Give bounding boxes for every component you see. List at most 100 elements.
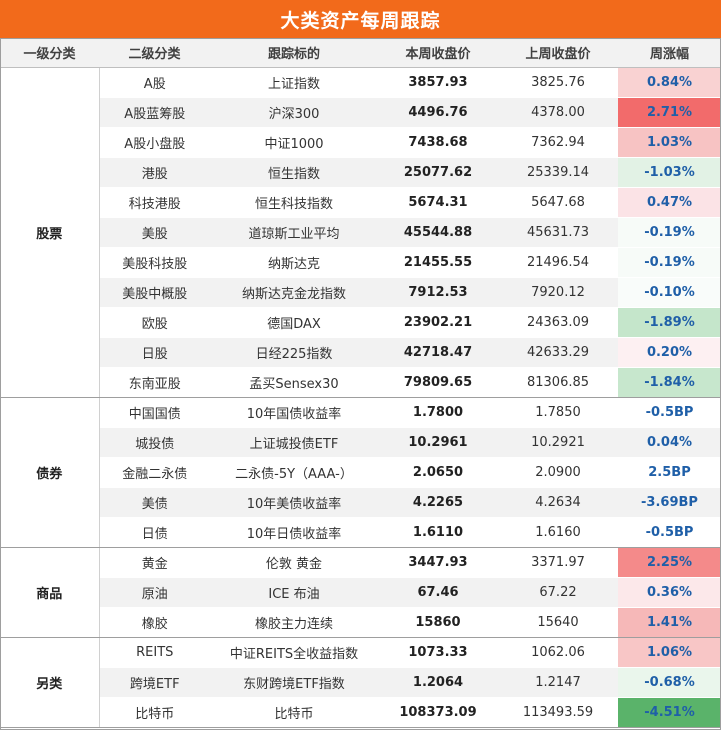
table-row: 债券 中国国债 10年国债收益率 1.7800 1.7850 -0.5BP (0, 397, 721, 548)
sub-category-cell: A股小盘股 (99, 127, 210, 158)
last-week-close-cell: 24363.09 (498, 307, 618, 338)
last-week-close-cell: 7362.94 (498, 127, 618, 158)
table-row: 股票 A股 上证指数 3857.93 3825.76 0.84% (0, 67, 721, 398)
table-row: 欧股 德国DAX 23902.21 24363.09 -1.89% (0, 307, 721, 338)
tracking-target-cell: 10年美债收益率 (210, 487, 378, 518)
sub-category-cell: 跨境ETF (99, 667, 210, 698)
weekly-change-cell: 2.71% (618, 97, 721, 128)
this-week-close-cell: 4496.76 (378, 97, 498, 128)
table-row: 另类 REITS 中证REITS全收益指数 1073.33 1062.06 1.06% (0, 637, 721, 728)
last-week-close-cell: 1062.06 (498, 637, 618, 668)
this-week-close-cell: 3447.93 (378, 547, 498, 578)
tracking-target-cell: 东财跨境ETF指数 (210, 667, 378, 698)
this-week-close-cell: 2.0650 (378, 457, 498, 488)
table-row: 美股科技股 纳斯达克 21455.55 21496.54 -0.19% (0, 247, 721, 278)
this-week-close-cell: 1.7800 (378, 397, 498, 428)
last-week-close-cell: 4.2634 (498, 487, 618, 518)
last-week-close-cell: 45631.73 (498, 217, 618, 248)
table-row: 橡胶 橡胶主力连续 15860 15640 1.41% (0, 607, 721, 638)
last-week-close-cell: 2.0900 (498, 457, 618, 488)
tracking-target-cell: 上证指数 (210, 67, 378, 98)
table-body: 股票 A股 上证指数 3857.93 3825.76 0.84% A股蓝筹股 沪深300 449… (0, 67, 721, 728)
this-week-close-cell: 5674.31 (378, 187, 498, 218)
this-week-close-cell: 21455.55 (378, 247, 498, 278)
last-week-close-cell: 4378.00 (498, 97, 618, 128)
this-week-close-cell: 1.2064 (378, 667, 498, 698)
this-week-close-cell: 108373.09 (378, 697, 498, 728)
tracking-target-cell: 恒生指数 (210, 157, 378, 188)
weekly-change-cell: -0.10% (618, 277, 721, 308)
this-week-close-cell: 79809.65 (378, 367, 498, 398)
weekly-change-cell: 0.36% (618, 577, 721, 608)
weekly-change-cell: 1.03% (618, 127, 721, 158)
last-week-close-cell: 25339.14 (498, 157, 618, 188)
tracking-target-cell: 中证1000 (210, 127, 378, 158)
weekly-change-cell: -0.68% (618, 667, 721, 698)
table-row: 美股 道琼斯工业平均 45544.88 45631.73 -0.19% (0, 217, 721, 248)
table-row: A股小盘股 中证1000 7438.68 7362.94 1.03% (0, 127, 721, 158)
last-week-close-cell: 10.2921 (498, 427, 618, 458)
this-week-close-cell: 1073.33 (378, 637, 498, 668)
table-row: A股蓝筹股 沪深300 4496.76 4378.00 2.71% (0, 97, 721, 128)
table-row: 科技港股 恒生科技指数 5674.31 5647.68 0.47% (0, 187, 721, 218)
sub-category-cell: 日股 (99, 337, 210, 368)
tracking-target-cell: 上证城投债ETF (210, 427, 378, 458)
last-week-close-cell: 5647.68 (498, 187, 618, 218)
tracking-target-cell: 10年日债收益率 (210, 517, 378, 548)
tracking-target-cell: 橡胶主力连续 (210, 607, 378, 638)
tracking-target-cell: 纳斯达克 (210, 247, 378, 278)
table-row: 美债 10年美债收益率 4.2265 4.2634 -3.69BP (0, 487, 721, 518)
last-week-close-cell: 67.22 (498, 577, 618, 608)
tracking-target-cell: 孟买Sensex30 (210, 367, 378, 398)
report-title: 大类资产每周跟踪 (0, 0, 721, 38)
weekly-change-cell: -4.51% (618, 697, 721, 728)
weekly-change-cell: -3.69BP (618, 487, 721, 518)
last-week-close-cell: 7920.12 (498, 277, 618, 308)
group-label: 债券 (0, 397, 100, 548)
sub-category-cell: A股 (99, 67, 210, 98)
tracking-target-cell: 恒生科技指数 (210, 187, 378, 218)
this-week-close-cell: 15860 (378, 607, 498, 638)
this-week-close-cell: 1.6110 (378, 517, 498, 548)
sub-category-cell: A股蓝筹股 (99, 97, 210, 128)
header-target: 跟踪标的 (210, 38, 378, 68)
last-week-close-cell: 15640 (498, 607, 618, 638)
weekly-change-cell: -0.19% (618, 217, 721, 248)
tracking-target-cell: 日经225指数 (210, 337, 378, 368)
this-week-close-cell: 25077.62 (378, 157, 498, 188)
sub-category-cell: 中国国债 (99, 397, 210, 428)
table-row: 港股 恒生指数 25077.62 25339.14 -1.03% (0, 157, 721, 188)
sub-category-cell: 黄金 (99, 547, 210, 578)
last-week-close-cell: 1.2147 (498, 667, 618, 698)
sub-category-cell: 原油 (99, 577, 210, 608)
this-week-close-cell: 7438.68 (378, 127, 498, 158)
sub-category-cell: 金融二永债 (99, 457, 210, 488)
this-week-close-cell: 67.46 (378, 577, 498, 608)
table-row: 比特币 比特币 108373.09 113493.59 -4.51% (0, 697, 721, 728)
last-week-close-cell: 3825.76 (498, 67, 618, 98)
tracking-target-cell: 沪深300 (210, 97, 378, 128)
weekly-change-cell: -1.84% (618, 367, 721, 398)
last-week-close-cell: 42633.29 (498, 337, 618, 368)
table-row: 商品 黄金 伦敦 黄金 3447.93 3371.97 2.25% (0, 547, 721, 638)
this-week-close-cell: 7912.53 (378, 277, 498, 308)
tracking-target-cell: 中证REITS全收益指数 (210, 637, 378, 668)
tracking-target-cell: 伦敦 黄金 (210, 547, 378, 578)
weekly-change-cell: 1.41% (618, 607, 721, 638)
weekly-change-cell: 2.5BP (618, 457, 721, 488)
tracking-target-cell: 纳斯达克金龙指数 (210, 277, 378, 308)
last-week-close-cell: 1.7850 (498, 397, 618, 428)
table-row: 日股 日经225指数 42718.47 42633.29 0.20% (0, 337, 721, 368)
sub-category-cell: 东南亚股 (99, 367, 210, 398)
sub-category-cell: 城投债 (99, 427, 210, 458)
header-last-week-close: 上周收盘价 (498, 38, 618, 68)
header-level1: 一级分类 (0, 38, 99, 68)
header-weekly-change: 周涨幅 (618, 38, 721, 68)
last-week-close-cell: 1.6160 (498, 517, 618, 548)
weekly-change-cell: 1.06% (618, 637, 721, 668)
table-row: 日债 10年日债收益率 1.6110 1.6160 -0.5BP (0, 517, 721, 548)
weekly-change-cell: 0.84% (618, 67, 721, 98)
table-row: 城投债 上证城投债ETF 10.2961 10.2921 0.04% (0, 427, 721, 458)
table-row: 东南亚股 孟买Sensex30 79809.65 81306.85 -1.84% (0, 367, 721, 398)
this-week-close-cell: 45544.88 (378, 217, 498, 248)
